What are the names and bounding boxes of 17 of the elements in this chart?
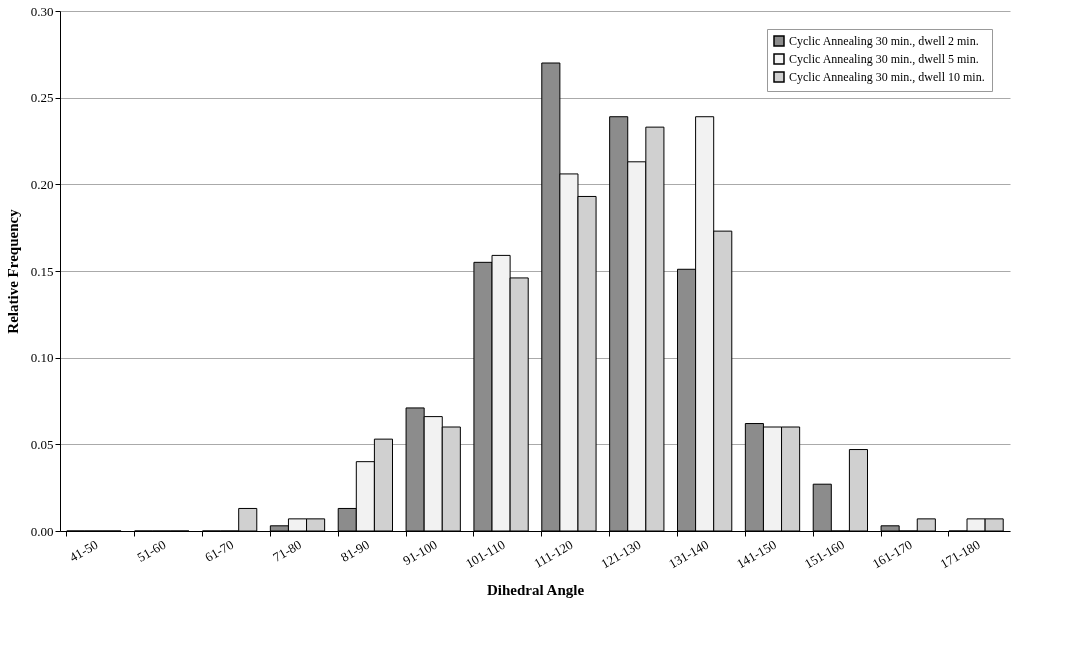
y-tick-label: 0.15 <box>30 263 54 279</box>
legend-label: Cyclic Annealing 30 min., dwell 2 min. <box>789 34 979 48</box>
legend-label: Cyclic Annealing 30 min., dwell 10 min. <box>789 70 985 84</box>
x-tick-label: 71-80 <box>270 536 304 565</box>
y-tick-label: 0.05 <box>30 436 54 452</box>
y-tick-label: 0.10 <box>30 350 54 366</box>
y-tick-label: 0.30 <box>30 3 54 19</box>
y-tick-label: 0.00 <box>30 523 54 539</box>
legend-label: Cyclic Annealing 30 min., dwell 5 min. <box>789 52 979 66</box>
y-tick-label: 0.20 <box>30 176 54 192</box>
x-tick-label: 81-90 <box>338 536 372 565</box>
y-axis-title: Relative Frequency <box>4 208 21 334</box>
y-tick-label: 0.25 <box>30 90 54 106</box>
x-tick-label: 61-70 <box>202 536 237 565</box>
x-axis-title: Dihedral Angle <box>486 582 585 599</box>
x-tick-label: 41-50 <box>66 536 101 565</box>
x-tick-label: 51-60 <box>134 536 169 565</box>
